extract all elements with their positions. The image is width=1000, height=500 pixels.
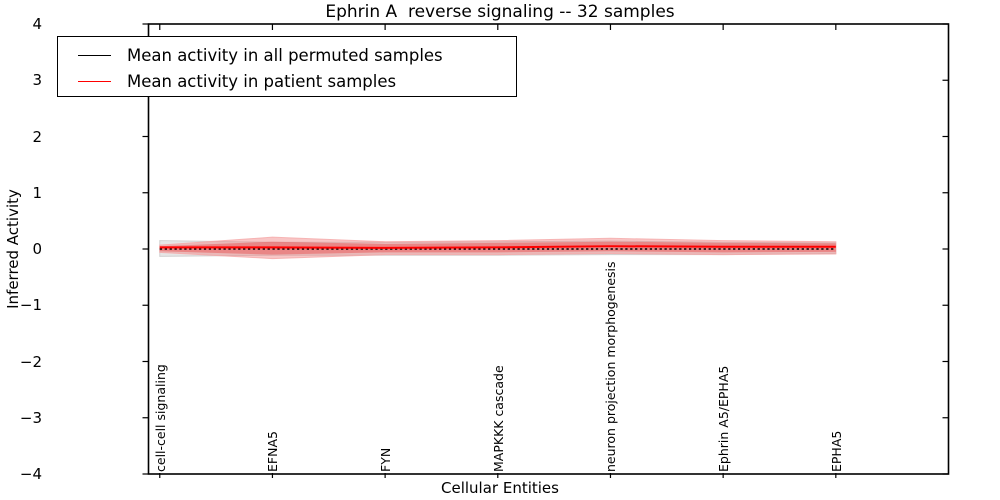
y-tick-label: −4 <box>19 465 42 483</box>
legend-line-sample-black <box>78 54 111 56</box>
x-axis-label: Cellular Entities <box>441 479 559 497</box>
x-tick-label: neuron projection morphogenesis <box>603 261 619 472</box>
x-tick-label: FYN <box>378 447 394 472</box>
x-tick-label: EFNA5 <box>265 431 281 472</box>
legend-line-sample-red <box>78 80 111 82</box>
y-tick-label: 3 <box>32 71 42 90</box>
legend-entry-permuted: Mean activity in all permuted samples <box>78 42 516 68</box>
chart-title: Ephrin A reverse signaling -- 32 samples <box>325 2 675 22</box>
legend-label: Mean activity in patient samples <box>127 71 397 91</box>
x-tick-label: Ephrin A5/EPHA5 <box>716 365 732 472</box>
y-tick-label: 2 <box>32 127 42 146</box>
y-tick-label: −2 <box>19 352 42 371</box>
series-line-patient <box>159 245 836 249</box>
x-tick-label: MAPKKK cascade <box>490 365 506 472</box>
legend-label: Mean activity in all permuted samples <box>127 45 443 65</box>
y-tick-label: −1 <box>19 296 42 315</box>
y-tick-label: −3 <box>19 408 42 427</box>
y-tick-label: 4 <box>32 15 42 33</box>
legend-entry-patient: Mean activity in patient samples <box>78 68 516 94</box>
x-tick-label: cell-cell signaling <box>152 364 168 472</box>
legend: Mean activity in all permuted samples Me… <box>57 36 517 97</box>
x-tick-label: EPHA5 <box>828 430 844 472</box>
y-tick-label: 0 <box>32 240 42 258</box>
y-tick-label: 1 <box>32 183 42 202</box>
